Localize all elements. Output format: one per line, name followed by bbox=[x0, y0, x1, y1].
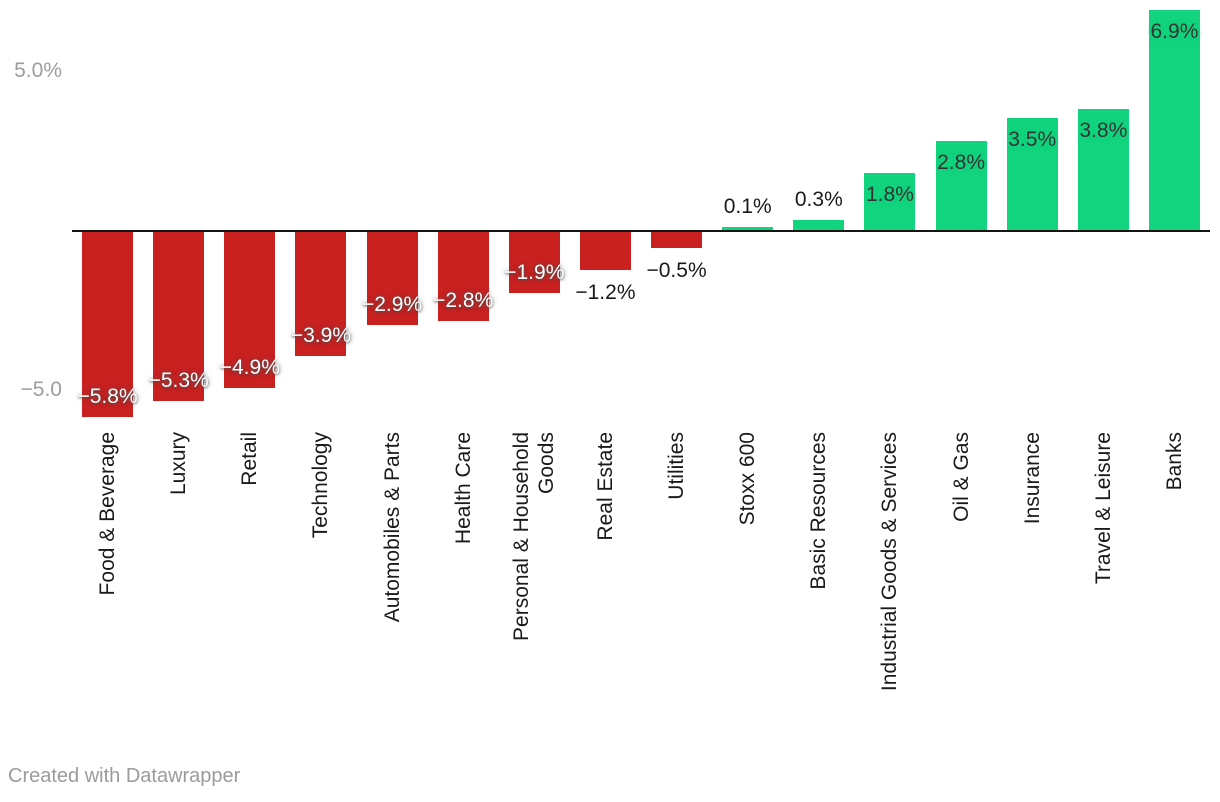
value-label: −5.3% bbox=[148, 369, 209, 392]
category-label-stoxx-600: Stoxx 600 bbox=[736, 432, 760, 526]
category-label-insurance: Insurance bbox=[1020, 432, 1044, 525]
column-basic-resources: 0.3% bbox=[783, 0, 854, 802]
column-utilities: −0.5% bbox=[641, 0, 712, 802]
category-label-wrap: Oil & Gas bbox=[926, 432, 997, 527]
category-label-wrap: Retail bbox=[214, 432, 285, 491]
value-label: 0.1% bbox=[723, 195, 772, 218]
bar-food-beverage[interactable]: −5.8% bbox=[77, 232, 138, 417]
bar-oil-gas[interactable]: 2.8% bbox=[935, 141, 987, 230]
value-label: −1.2% bbox=[575, 281, 636, 304]
value-label: 0.3% bbox=[794, 188, 843, 211]
x-axis-baseline bbox=[72, 230, 1210, 232]
value-label: 1.8% bbox=[866, 183, 914, 206]
value-label: −2.8% bbox=[433, 289, 494, 312]
category-label-wrap: Automobiles & Parts bbox=[357, 432, 428, 627]
category-label-wrap: Banks bbox=[1139, 432, 1210, 495]
bar-real-estate[interactable] bbox=[579, 232, 631, 270]
column-luxury: −5.3% bbox=[143, 0, 214, 802]
category-label-industrial-goods-services: Industrial Goods & Services bbox=[878, 432, 902, 692]
column-industrial-goods-services: 1.8% bbox=[854, 0, 925, 802]
category-label-wrap: Health Care bbox=[428, 432, 499, 549]
column-retail: −4.9% bbox=[214, 0, 285, 802]
category-label-wrap: Travel & Leisure bbox=[1068, 432, 1139, 589]
category-label-luxury: Luxury bbox=[167, 432, 191, 496]
column-food-beverage: −5.8% bbox=[72, 0, 143, 802]
value-label: 2.8% bbox=[937, 151, 985, 174]
bar-stoxx-600[interactable] bbox=[722, 227, 774, 230]
category-label-wrap: Food & Beverage bbox=[72, 432, 143, 600]
value-label: 3.5% bbox=[1008, 128, 1057, 151]
value-label: 6.9% bbox=[1150, 20, 1199, 43]
bar-technology[interactable]: −3.9% bbox=[291, 232, 351, 356]
bar-industrial-goods-services[interactable]: 1.8% bbox=[864, 173, 916, 230]
column-automobiles-parts: −2.9% bbox=[357, 0, 428, 802]
category-label-wrap: Real Estate bbox=[570, 432, 641, 546]
category-label-wrap: Technology bbox=[285, 432, 356, 543]
value-label: −1.9% bbox=[504, 261, 565, 284]
bar-retail[interactable]: −4.9% bbox=[220, 232, 280, 388]
column-real-estate: −1.2% bbox=[570, 0, 641, 802]
value-label: −3.9% bbox=[290, 324, 352, 347]
value-label: −4.9% bbox=[219, 356, 280, 379]
category-label-retail: Retail bbox=[238, 432, 262, 486]
column-technology: −3.9% bbox=[285, 0, 356, 802]
category-label-wrap: Personal & Household Goods bbox=[499, 432, 570, 646]
bar-travel-leisure[interactable]: 3.8% bbox=[1077, 109, 1129, 230]
column-oil-gas: 2.8% bbox=[926, 0, 997, 802]
category-label-technology: Technology bbox=[309, 432, 333, 539]
category-label-wrap: Insurance bbox=[997, 432, 1068, 529]
bar-automobiles-parts[interactable]: −2.9% bbox=[362, 232, 422, 325]
category-label-travel-leisure: Travel & Leisure bbox=[1091, 432, 1115, 585]
bar-health-care[interactable]: −2.8% bbox=[433, 232, 493, 321]
category-label-personal-household-goods: Personal & Household Goods bbox=[510, 432, 559, 641]
column-insurance: 3.5% bbox=[997, 0, 1068, 802]
bar-utilities[interactable] bbox=[651, 232, 703, 248]
bar-basic-resources[interactable] bbox=[793, 220, 845, 230]
bar-insurance[interactable]: 3.5% bbox=[1006, 118, 1058, 230]
category-label-wrap: Basic Resources bbox=[783, 432, 854, 595]
category-label-oil-gas: Oil & Gas bbox=[949, 432, 973, 522]
column-stoxx-600: 0.1% bbox=[712, 0, 783, 802]
category-label-wrap: Luxury bbox=[143, 432, 214, 500]
bar-personal-household-goods[interactable]: −1.9% bbox=[504, 232, 564, 293]
category-label-wrap: Utilities bbox=[641, 432, 712, 505]
bar-banks[interactable]: 6.9% bbox=[1148, 10, 1200, 230]
category-label-banks: Banks bbox=[1162, 432, 1186, 491]
value-label: −2.9% bbox=[361, 293, 423, 316]
category-label-basic-resources: Basic Resources bbox=[807, 432, 831, 590]
category-label-utilities: Utilities bbox=[665, 432, 689, 500]
column-personal-household-goods: −1.9% bbox=[499, 0, 570, 802]
column-banks: 6.9% bbox=[1139, 0, 1210, 802]
value-label: −0.5% bbox=[646, 259, 707, 282]
y-tick-label: −5.0 bbox=[20, 377, 62, 401]
column-health-care: −2.8% bbox=[428, 0, 499, 802]
bar-luxury[interactable]: −5.3% bbox=[149, 232, 209, 401]
category-label-automobiles-parts: Automobiles & Parts bbox=[380, 432, 404, 623]
column-travel-leisure: 3.8% bbox=[1068, 0, 1139, 802]
category-label-wrap: Stoxx 600 bbox=[712, 432, 783, 530]
value-label: −5.8% bbox=[77, 385, 138, 408]
y-tick-label: 5.0% bbox=[14, 58, 62, 82]
category-label-wrap: Industrial Goods & Services bbox=[854, 432, 925, 696]
category-label-health-care: Health Care bbox=[451, 432, 475, 545]
value-label: 3.8% bbox=[1079, 119, 1128, 142]
category-label-real-estate: Real Estate bbox=[593, 432, 617, 541]
attribution-link[interactable]: Created with Datawrapper bbox=[8, 765, 241, 787]
category-label-food-beverage: Food & Beverage bbox=[96, 432, 120, 596]
